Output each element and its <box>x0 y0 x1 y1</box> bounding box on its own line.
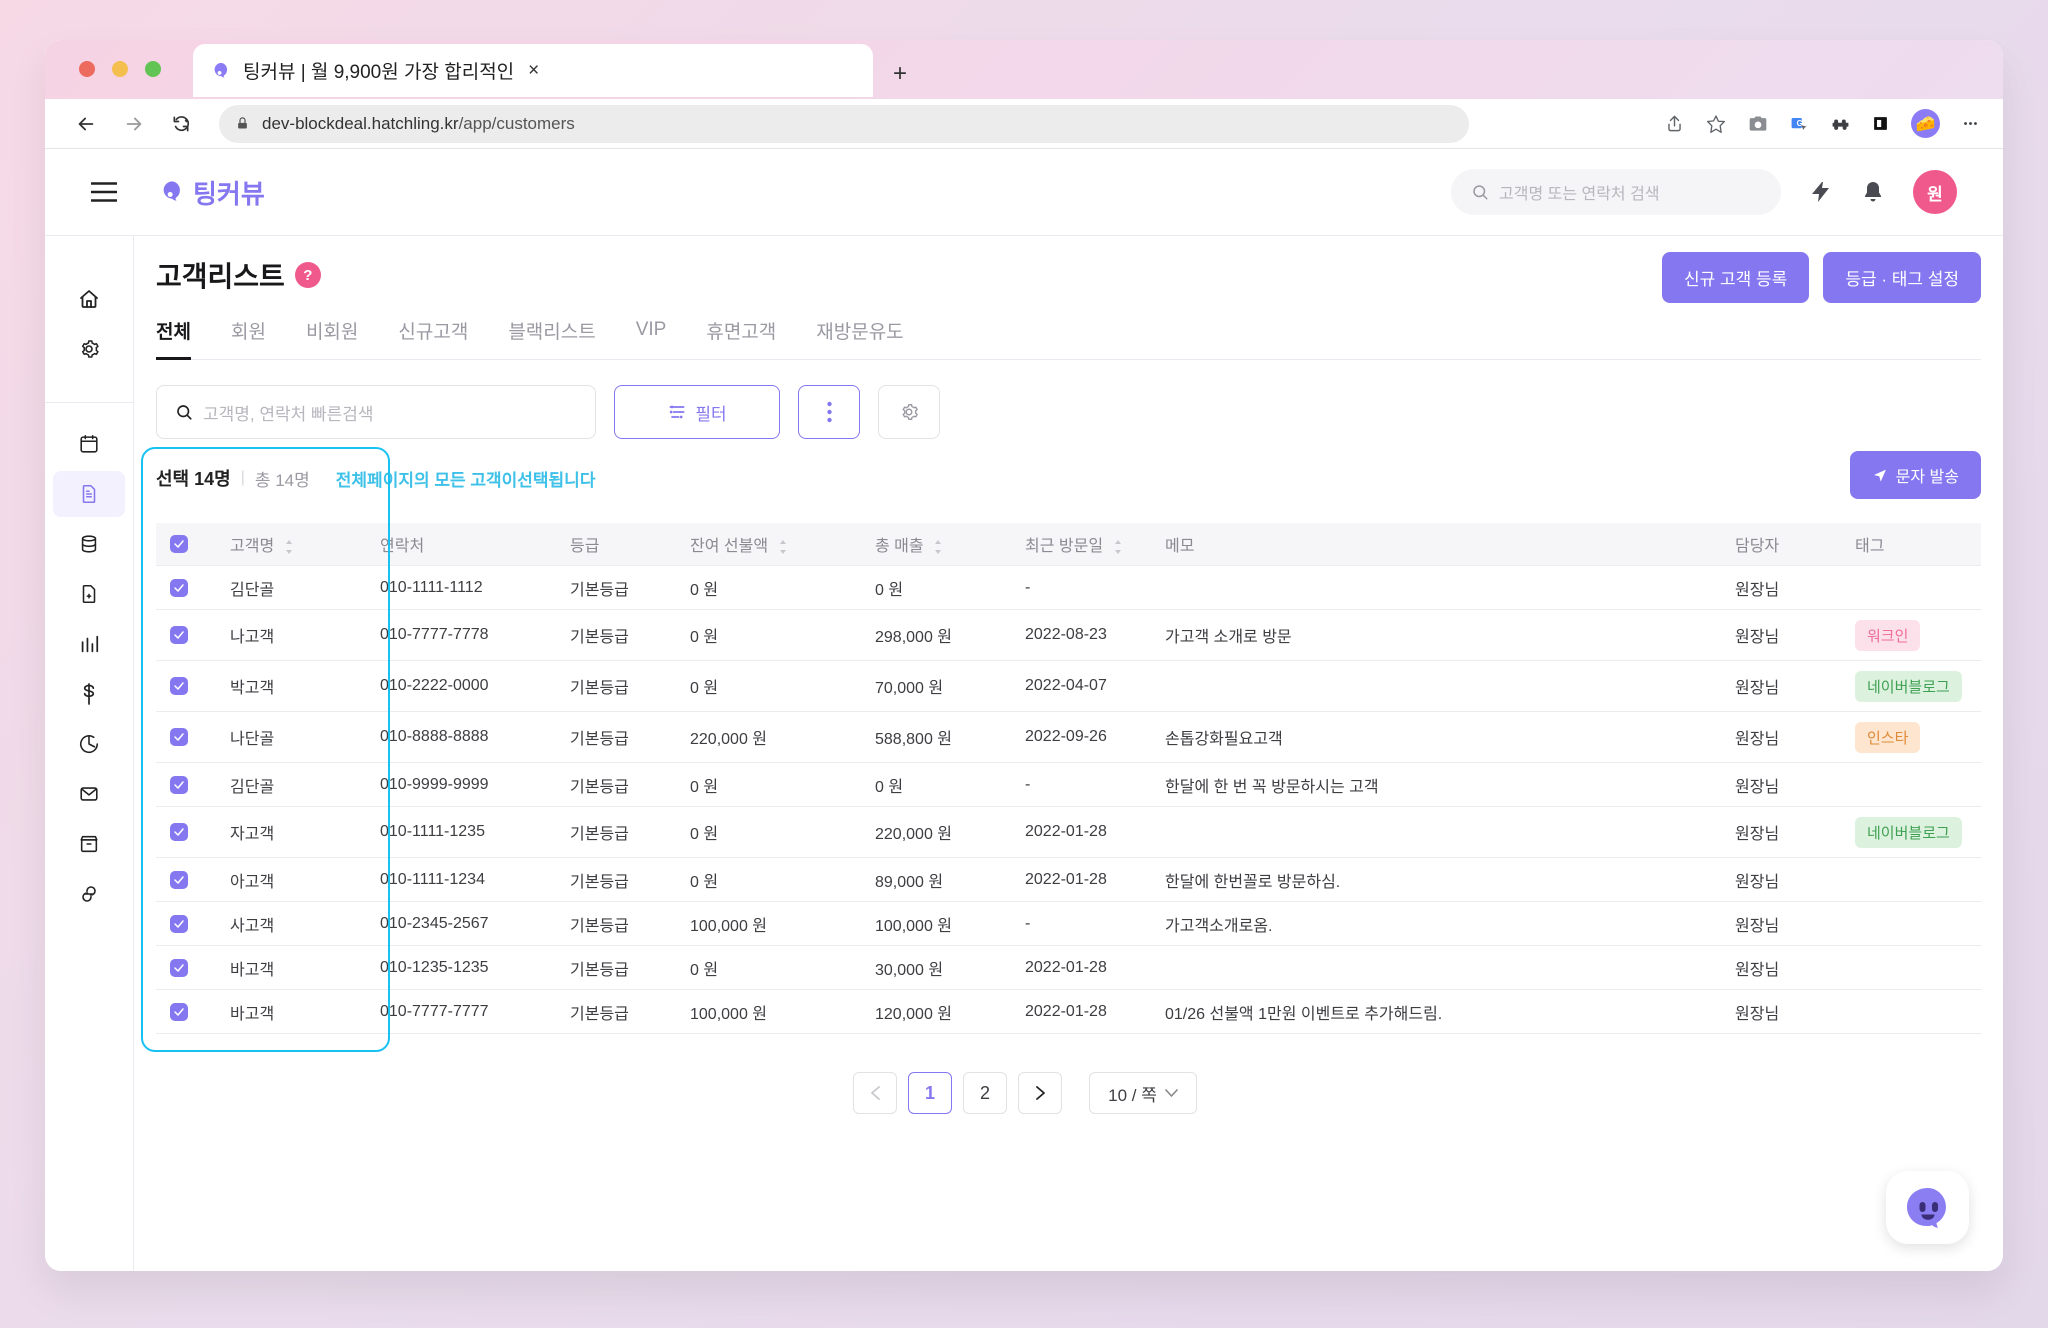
svg-text:G: G <box>1797 119 1803 128</box>
